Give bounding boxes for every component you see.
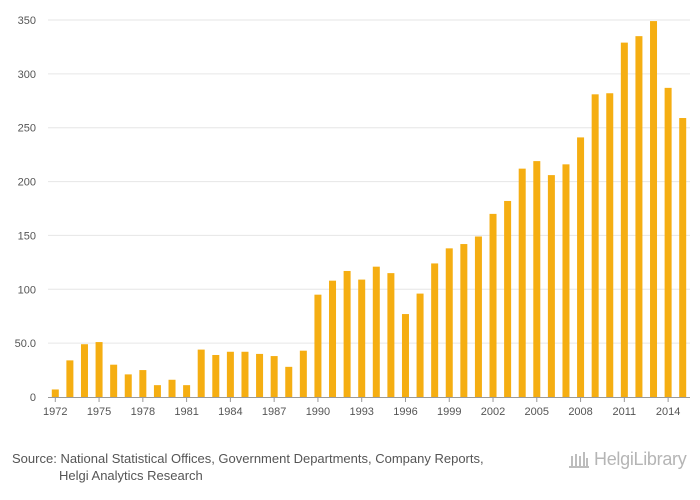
axes <box>48 397 690 402</box>
library-building-icon <box>569 452 589 468</box>
y-tick-label: 50.0 <box>15 338 36 350</box>
x-tick-label: 2014 <box>656 406 680 418</box>
bar-1986 <box>256 353 264 397</box>
x-tick-label: 1987 <box>262 406 286 418</box>
x-tick-label: 1990 <box>306 406 330 418</box>
y-tick-label: 200 <box>18 177 36 189</box>
bar-2007 <box>562 164 570 397</box>
bar-1991 <box>329 280 337 397</box>
x-tick-label: 1981 <box>174 406 198 418</box>
bar-1990 <box>314 294 322 397</box>
bar-1978 <box>139 370 147 397</box>
y-tick-label: 350 <box>18 15 36 27</box>
helgi-library-logo: HelgiLibrary <box>568 446 687 472</box>
x-tick-label: 2008 <box>568 406 592 418</box>
bar-1988 <box>285 366 293 397</box>
bar-1996 <box>401 314 409 397</box>
bar-1984 <box>226 351 234 397</box>
y-tick-label: 250 <box>18 123 36 135</box>
bar-2011 <box>620 42 628 398</box>
bar-1998 <box>431 263 439 397</box>
bar-1995 <box>387 273 395 397</box>
bar-1979 <box>153 385 161 397</box>
y-axis-tick-labels: 0 50.0 100 150 200 250 300 350 <box>15 15 36 404</box>
bar-2006 <box>547 175 555 397</box>
bar-1975 <box>95 342 103 397</box>
bar-2001 <box>474 236 482 397</box>
x-tick-label: 1984 <box>218 406 242 418</box>
bar-2000 <box>460 244 468 397</box>
bar-1983 <box>212 354 220 397</box>
bar-1981 <box>183 385 191 397</box>
bar-1994 <box>372 266 380 397</box>
bar-1974 <box>80 344 88 397</box>
bar-2004 <box>518 168 526 397</box>
y-tick-label: 150 <box>18 230 36 242</box>
x-tick-label: 1993 <box>349 406 373 418</box>
x-tick-label: 2011 <box>613 406 637 418</box>
bar-2005 <box>533 161 541 397</box>
bar-1999 <box>445 248 453 397</box>
y-tick-label: 300 <box>18 69 36 81</box>
bar-1982 <box>197 349 205 397</box>
y-tick-label: 0 <box>30 392 36 404</box>
bar-2013 <box>650 21 658 397</box>
source-prefix: Source: <box>12 451 57 466</box>
x-tick-label: 2005 <box>525 406 549 418</box>
bar-1980 <box>168 379 176 397</box>
bar-1985 <box>241 351 249 397</box>
source-note: Source: National Statistical Offices, Go… <box>12 450 552 484</box>
x-tick-label: 1999 <box>437 406 461 418</box>
bar-1972 <box>51 389 59 397</box>
bar-1992 <box>343 270 351 397</box>
bar-2003 <box>504 200 512 397</box>
bar-1987 <box>270 356 278 397</box>
x-tick-label: 2002 <box>481 406 505 418</box>
bar-2012 <box>635 36 643 398</box>
bar-2008 <box>577 137 585 397</box>
bar-2010 <box>606 93 614 397</box>
y-tick-label: 100 <box>18 284 36 296</box>
bar-1977 <box>124 374 132 397</box>
bar-2009 <box>591 94 599 397</box>
bar-2015 <box>679 118 687 398</box>
gridlines <box>48 19 690 344</box>
x-tick-label: 1978 <box>131 406 155 418</box>
bar-2002 <box>489 213 497 397</box>
x-tick-label: 1972 <box>43 406 67 418</box>
bar-2014 <box>664 87 672 398</box>
source-line-1: National Statistical Offices, Government… <box>60 451 484 466</box>
x-tick-label: 1996 <box>393 406 417 418</box>
x-tick-label: 1975 <box>87 406 111 418</box>
source-line-2: Helgi Analytics Research <box>59 468 203 483</box>
x-axis-tick-labels: 1972 1975 1978 1981 1984 1987 1990 1993 1996 1999… <box>43 406 680 418</box>
bar-1993 <box>358 279 366 397</box>
bar-1997 <box>416 293 424 397</box>
bar-series <box>51 21 687 398</box>
bar-chart: 0 50.0 100 150 200 250 300 350 1972 1975 1978 1981… <box>15 15 690 418</box>
bar-1976 <box>110 364 118 397</box>
bar-1989 <box>299 350 307 397</box>
logo-text: HelgiLibrary <box>594 448 687 469</box>
bar-1973 <box>66 360 74 397</box>
